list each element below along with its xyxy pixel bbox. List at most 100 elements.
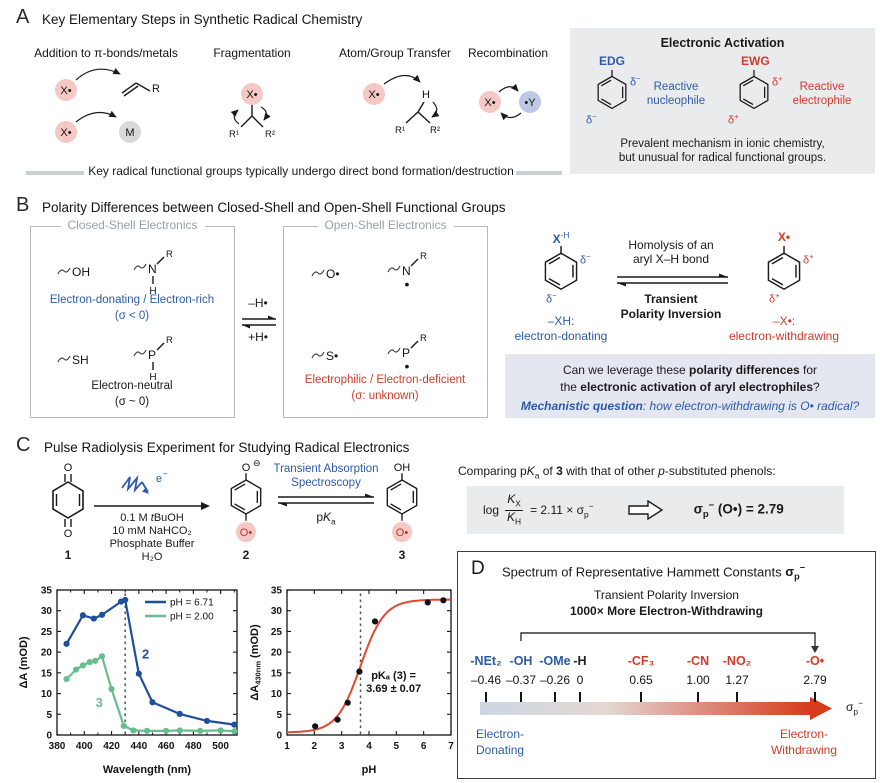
condition-4: H₂O — [141, 551, 163, 563]
data-point — [63, 640, 70, 647]
scale-group-label: -NO₂ — [723, 654, 751, 668]
x-tick-label: 460 — [158, 741, 175, 752]
scale-value-label: 2.79 — [803, 673, 827, 687]
delta-plus-para: δ+ — [728, 112, 739, 127]
data-point — [344, 699, 351, 706]
column-header-recombination: Recombination — [467, 46, 549, 60]
electron-withdrawing-label: Electron- Withdrawing — [770, 727, 838, 757]
reaction-conditions: 0.1 M tBuOH 10 mM NaHCO₂ Phosphate Buffe… — [90, 512, 214, 564]
implies-arrow-icon — [627, 500, 663, 520]
x-radical-circle — [363, 83, 385, 105]
h-label: H — [422, 89, 430, 101]
carbon-bonds — [405, 101, 431, 124]
x-tick-label: 6 — [421, 741, 427, 752]
group-o-radical: O• — [311, 267, 340, 281]
data-point — [63, 675, 70, 683]
r-label: R — [166, 335, 173, 346]
y-tick-label: 35 — [271, 586, 283, 597]
radiation-squiggle — [121, 474, 143, 493]
x-tick-label: 4 — [366, 741, 372, 752]
reactive-nucleophile-label: Reactive nucleophile — [646, 81, 706, 107]
curved-arrow — [498, 83, 519, 93]
xradical-caption-2: electron-withdrawing — [728, 329, 840, 343]
curved-arrow — [383, 74, 421, 85]
x-radical-circle — [241, 83, 263, 105]
radical-highlight — [236, 522, 256, 542]
curved-arrow — [230, 109, 240, 125]
data-point — [79, 662, 87, 669]
sigma-zero-label: (σ ~ 0) — [114, 396, 150, 408]
x-radical-circle — [479, 91, 501, 113]
y-tick-label: 25 — [271, 627, 283, 638]
equilibrium-arrows — [617, 273, 728, 287]
ewg-label: EWG — [741, 54, 770, 68]
s-radical-label: S• — [326, 349, 338, 363]
homolysis-label: Homolysis of an aryl X–H bond — [628, 238, 714, 266]
scale-value-label: 1.00 — [686, 673, 710, 687]
panel-d-title: Spectrum of Representative Hammett Const… — [502, 563, 806, 582]
pka-comparison-text: Comparing pKa of 3 with that of other p-… — [458, 464, 776, 481]
series-label: 2 — [142, 646, 149, 661]
carbon-bonds — [240, 105, 264, 128]
x-radical-circle — [55, 79, 77, 101]
sigma-negative-label: (σ < 0) — [114, 310, 150, 322]
o-label: O — [64, 462, 73, 474]
r-label: R — [420, 333, 427, 344]
log-label: log — [483, 503, 500, 517]
data-point — [334, 716, 341, 723]
group-s-radical: S• — [311, 349, 338, 363]
x-tick-label: 1 — [284, 741, 290, 752]
x-tick-label: 440 — [130, 741, 147, 752]
group-phr: P R H — [133, 335, 173, 382]
closed-shell-box-title: Closed-Shell Electronics — [60, 218, 205, 232]
x-tick-label: 480 — [185, 741, 202, 752]
transient-absorption-spectrum-chart: 380 400 420 440 460 480 500 0 5 10 15 20 25 30 35 2 3 pH … — [18, 586, 238, 776]
delta-minus-para: δ− — [546, 291, 557, 306]
electron-donating-label: Electron- Donating — [476, 727, 525, 757]
radical-highlight — [392, 522, 412, 542]
structure-oxyl-phenolate: O ⊖ O• — [230, 460, 262, 542]
panel-d-letter: D — [471, 558, 485, 579]
question-line-2: the electronic activation of aryl electr… — [560, 380, 820, 394]
x-radical-label: X• — [368, 89, 379, 101]
alkene-bond — [121, 82, 151, 97]
radiolysis-arrow: e − — [94, 469, 210, 510]
panel-a-letter: A — [16, 6, 30, 28]
scale-group-label: -O• — [806, 654, 824, 668]
y-tick-label: 0 — [276, 731, 282, 742]
delta-plus-ortho: δ+ — [772, 74, 783, 89]
benzene-ring-xradical — [767, 246, 801, 290]
xh-caption-2: electron-donating — [514, 329, 608, 343]
closed-shell-box: Closed-Shell Electronics — [30, 218, 235, 418]
x-tick-label: 3 — [339, 741, 345, 752]
data-point — [90, 615, 97, 622]
compound-3-label: 3 — [398, 548, 406, 562]
data-point — [92, 657, 99, 664]
r-label: R — [166, 249, 173, 260]
o-label: O — [64, 528, 73, 540]
data-point — [203, 717, 211, 725]
hammett-equation-box: log KX KH = 2.11 × σp− σp− (O•) = 2.79 — [467, 486, 844, 534]
r2-label: R² — [265, 129, 275, 140]
mechanistic-question-box: Can we leverage these polarity differenc… — [505, 354, 875, 418]
data-point — [79, 612, 87, 619]
plot-frame — [286, 589, 452, 736]
squiggle-arrowhead — [142, 488, 149, 494]
donating-label: Electron-donating / Electron-rich — [49, 294, 215, 306]
panel-a-title: Key Elementary Steps in Synthetic Radica… — [42, 12, 363, 27]
data-point — [122, 596, 129, 604]
data-point — [371, 618, 379, 625]
n-label: N — [148, 262, 157, 276]
plus-h-label: +H• — [248, 330, 268, 344]
data-point — [149, 699, 156, 706]
arrowhead — [201, 502, 210, 510]
data-point — [72, 666, 80, 673]
data-point — [162, 727, 170, 734]
h-label: H — [149, 286, 156, 296]
r-label: R — [420, 251, 427, 262]
sh-label: SH — [72, 353, 89, 367]
group-p-radical: P R • — [387, 333, 427, 374]
r1-label: R¹ — [395, 125, 405, 136]
tpi-annotation: Transient Polarity Inversion — [594, 588, 739, 602]
condition-1: 0.1 M tBuOH — [120, 512, 184, 524]
